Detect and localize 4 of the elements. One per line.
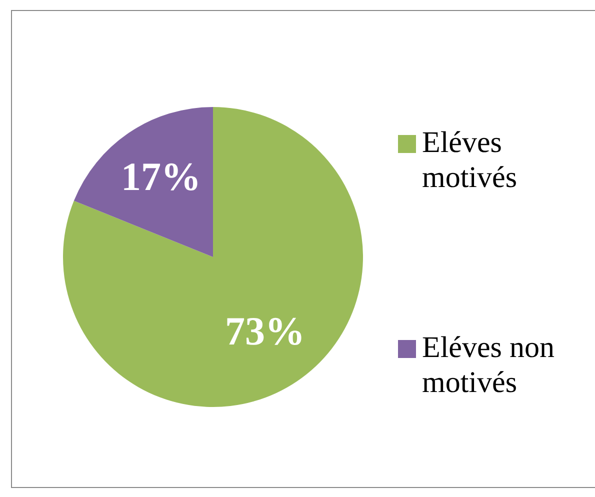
legend-label: Eléves non motivés	[422, 330, 556, 400]
data-label: 73%	[225, 308, 306, 354]
data-label: 17%	[120, 154, 201, 200]
legend-label: Eléves motivés	[422, 125, 518, 195]
